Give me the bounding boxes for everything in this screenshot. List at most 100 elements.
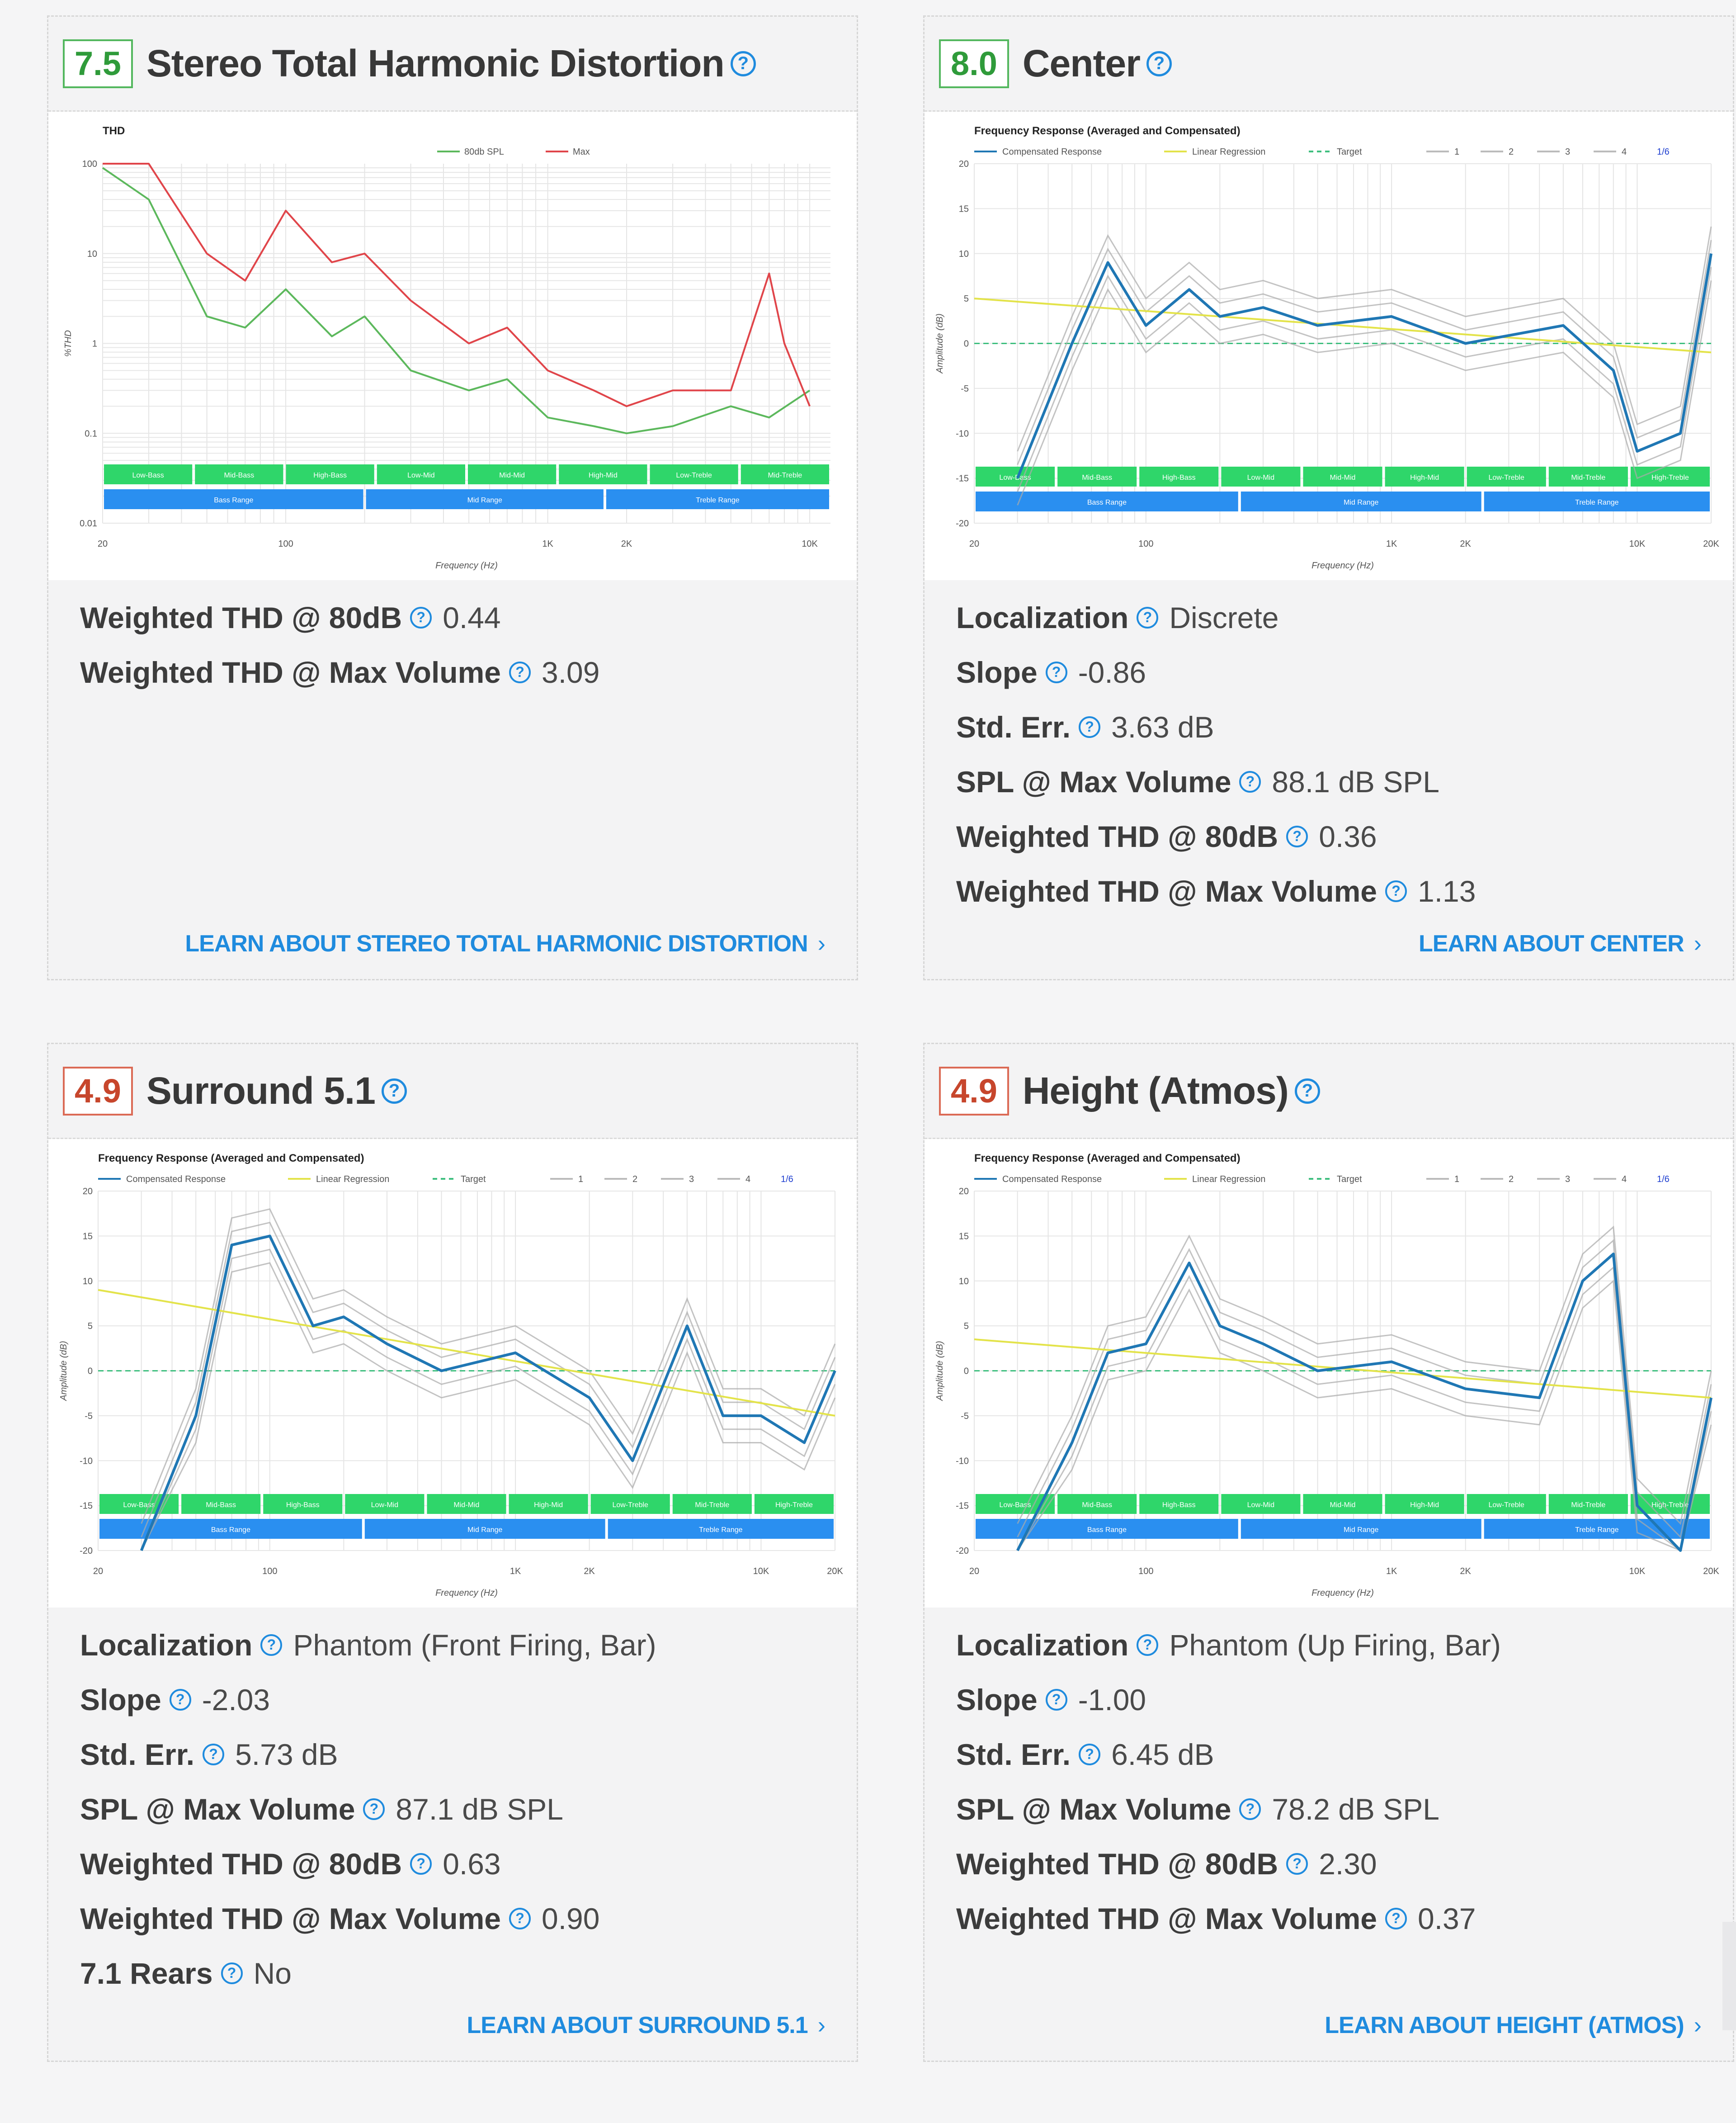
band-top-label: Mid-Mid (1330, 474, 1356, 482)
help-icon[interactable]: ? (509, 1907, 531, 1929)
help-icon[interactable]: ? (1079, 716, 1101, 738)
band-bottom-label: Mid Range (467, 1526, 502, 1534)
help-icon[interactable]: ? (203, 1743, 225, 1765)
card-title: Stereo Total Harmonic Distortion (146, 42, 725, 85)
help-icon[interactable]: ? (1385, 880, 1407, 902)
measurement-trace (1017, 1279, 1712, 1552)
band-bottom-label: Mid Range (467, 496, 502, 504)
y-tick-label: 5 (964, 294, 969, 304)
band-top (1385, 467, 1464, 487)
learn-more-link[interactable]: LEARN ABOUT HEIGHT (ATMOS) › (1325, 2012, 1702, 2039)
band-bottom-label: Treble Range (696, 496, 739, 504)
series-line (102, 167, 811, 435)
measurement-trace (141, 1248, 836, 1551)
spec-label: Weighted THD @ 80dB (956, 819, 1278, 853)
band-top-label: Mid-Treble (695, 1501, 729, 1509)
spec-row-localization: Localization? Phantom (Up Firing, Bar) (956, 1617, 1733, 1672)
help-icon[interactable]: ? (1146, 51, 1172, 76)
learn-more-link[interactable]: LEARN ABOUT SURROUND 5.1 › (467, 2012, 826, 2039)
band-top (1221, 467, 1301, 487)
legend-label: 2 (632, 1174, 637, 1184)
spec-value: 1.13 (1418, 874, 1476, 908)
learn-more-link[interactable]: LEARN ABOUT CENTER › (1419, 930, 1702, 957)
band-top (1630, 467, 1710, 487)
spec-row-weighted-thd-max: Weighted THD @ Max Volume? 0.90 (80, 1891, 857, 1946)
band-bottom (1241, 492, 1481, 511)
help-icon[interactable]: ? (169, 1688, 191, 1711)
help-icon[interactable]: ? (1239, 771, 1261, 793)
center-fr-chart-svg: Frequency Response (Averaged and Compens… (935, 125, 1719, 571)
learn-more-link[interactable]: LEARN ABOUT STEREO TOTAL HARMONIC DISTOR… (185, 930, 826, 957)
help-icon[interactable]: ? (1286, 1853, 1308, 1875)
help-icon[interactable]: ? (260, 1634, 283, 1656)
band-top (1385, 1494, 1464, 1514)
spec-label: Weighted THD @ 80dB (80, 600, 402, 634)
band-bottom (366, 489, 604, 509)
spec-label: Weighted THD @ 80dB (956, 1847, 1278, 1881)
band-top-label: High-Treble (1651, 474, 1689, 482)
help-icon[interactable]: ? (1079, 1743, 1101, 1765)
band-top-label: Mid-Mid (499, 472, 525, 479)
measurement-trace (1017, 1225, 1712, 1525)
help-icon[interactable]: ? (1294, 1078, 1320, 1104)
spec-value: 88.1 dB SPL (1272, 765, 1440, 799)
y-tick-label: 20 (959, 1187, 969, 1196)
spec-row-weighted-thd-80db: Weighted THD @ 80dB? 0.44 (80, 590, 857, 645)
band-top (1467, 1494, 1546, 1514)
help-icon[interactable]: ? (1385, 1907, 1407, 1929)
band-bottom-label: Mid Range (1344, 499, 1378, 506)
band-top (427, 1494, 506, 1514)
help-icon[interactable]: ? (221, 1962, 243, 1984)
height-fr-chart-svg: Frequency Response (Averaged and Compens… (935, 1152, 1719, 1598)
help-icon[interactable]: ? (1137, 606, 1159, 629)
x-axis-label: Frequency (Hz) (435, 1588, 498, 1598)
help-icon[interactable]: ? (730, 51, 756, 76)
spec-label: Slope (956, 655, 1038, 689)
band-bottom-label: Treble Range (1575, 499, 1618, 506)
spec-row-slope: Slope? -0.86 (956, 645, 1733, 700)
x-tick-label: 100 (1138, 539, 1153, 549)
band-top-label: Low-Mid (371, 1501, 398, 1509)
spec-value: Discrete (1169, 600, 1279, 634)
band-top-label: Low-Mid (1247, 1501, 1274, 1509)
help-icon[interactable]: ? (381, 1078, 407, 1104)
band-top-label: High-Bass (1162, 474, 1196, 482)
help-icon[interactable]: ? (1045, 661, 1067, 683)
band-top (181, 1494, 261, 1514)
band-top (509, 1494, 588, 1514)
y-axis-label: %THD (63, 330, 73, 357)
band-top-label: Mid-Bass (224, 472, 255, 479)
spec-label: Weighted THD @ 80dB (80, 1847, 402, 1881)
y-tick-label: -20 (956, 1546, 969, 1556)
help-icon[interactable]: ? (410, 1853, 432, 1875)
help-icon[interactable]: ? (1137, 1634, 1159, 1656)
side-scroll-tab[interactable] (1722, 1922, 1736, 2030)
spec-value: 0.36 (1319, 819, 1377, 853)
y-tick-label: -20 (80, 1546, 93, 1556)
help-icon[interactable]: ? (1045, 1688, 1067, 1711)
band-top (263, 1494, 343, 1514)
help-icon[interactable]: ? (1239, 1798, 1261, 1820)
band-top-label: High-Mid (1410, 1501, 1439, 1509)
help-icon[interactable]: ? (363, 1798, 385, 1820)
card-title: Center (1022, 42, 1141, 85)
spec-label: 7.1 Rears (80, 1956, 213, 1990)
x-tick-label: 2K (1460, 1566, 1471, 1576)
help-icon[interactable]: ? (1286, 825, 1308, 847)
band-top (1057, 1494, 1137, 1514)
y-tick-label: 20 (83, 1187, 93, 1196)
y-tick-label: 15 (959, 204, 969, 214)
x-tick-label: 2K (621, 539, 632, 549)
help-icon[interactable]: ? (509, 661, 531, 683)
card-title: Height (Atmos) (1022, 1069, 1289, 1112)
y-tick-label: -10 (80, 1456, 93, 1466)
help-icon[interactable]: ? (410, 606, 432, 629)
spec-label: Weighted THD @ Max Volume (80, 1901, 501, 1935)
thd-chart: THD 100 10 1 0.1 0.01 20 100 1K 2K 10K Frequency (H… (48, 112, 857, 580)
card-header: 7.5 Stereo Total Harmonic Distortion ? (48, 17, 857, 112)
learn-more-label: LEARN ABOUT HEIGHT (ATMOS) (1325, 2012, 1684, 2038)
card-title: Surround 5.1 (146, 1069, 376, 1112)
x-tick-label: 20K (1703, 1566, 1719, 1576)
band-top-label: Mid-Mid (454, 1501, 480, 1509)
spec-value: No (253, 1956, 292, 1990)
